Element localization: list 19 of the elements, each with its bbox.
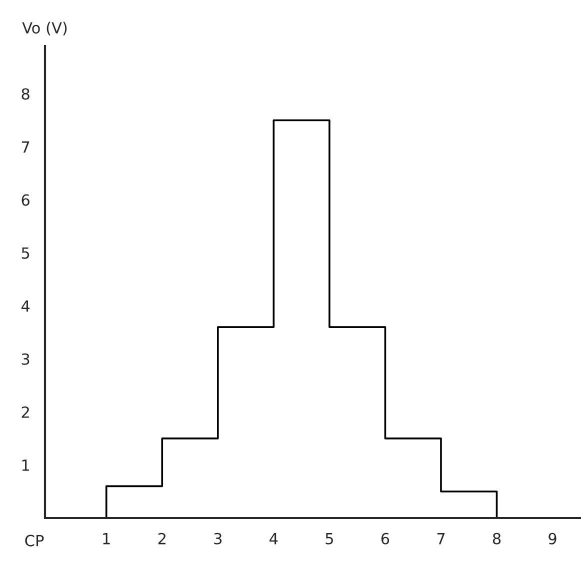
y-tick-label: 5	[22, 247, 30, 259]
x-tick-label: 1	[103, 533, 110, 544]
x-tick-label: 6	[381, 532, 390, 544]
y-tick-label: 1	[22, 460, 30, 471]
x-tick-label: 9	[548, 532, 556, 544]
y-tick-label: 6	[22, 194, 30, 206]
y-tick-label: 3	[22, 353, 30, 365]
x-axis-title: CP	[25, 534, 44, 546]
y-tick-label: 2	[22, 406, 29, 418]
x-tick-label: 2	[158, 532, 166, 544]
y-tick-label: 7	[22, 141, 30, 153]
x-tick-label: 8	[492, 532, 501, 544]
x-tick-label: 4	[270, 533, 278, 544]
y-axis-title: Vo (V)	[22, 22, 67, 36]
x-tick-label: 5	[326, 533, 333, 544]
x-tick-label: 7	[437, 533, 445, 544]
y-tick-label: 8	[22, 88, 30, 100]
x-tick-label: 3	[214, 532, 222, 544]
y-tick-label: 4	[21, 300, 30, 312]
